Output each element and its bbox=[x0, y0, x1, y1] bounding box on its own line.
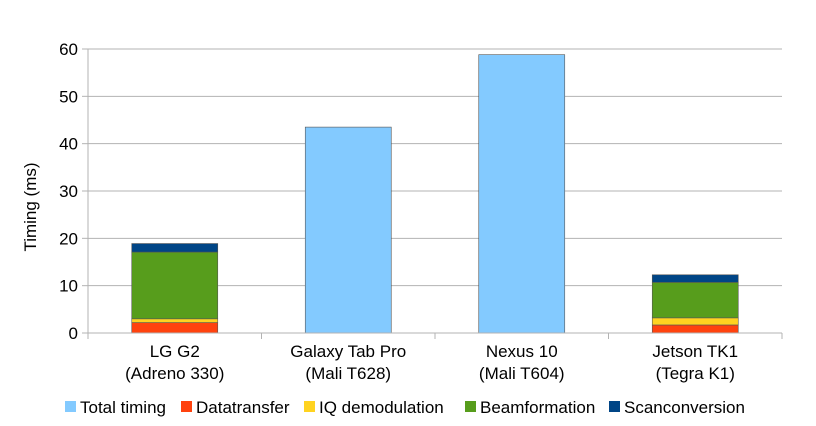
y-tick-label: 60 bbox=[59, 40, 78, 59]
x-category-label: (Tegra K1) bbox=[656, 364, 735, 383]
bar-segment-beamformation bbox=[651, 282, 739, 319]
x-category-label: Nexus 10 bbox=[486, 342, 558, 361]
x-category-label: (Mali T628) bbox=[305, 364, 391, 383]
bar-segment-scanconversion bbox=[651, 274, 739, 283]
bar-segment-iq-demodulation bbox=[131, 318, 219, 323]
bar-segment-datatransfer bbox=[651, 324, 739, 334]
legend-label: Datatransfer bbox=[196, 398, 290, 417]
x-category-label: Jetson TK1 bbox=[652, 342, 738, 361]
x-category-label: (Mali T604) bbox=[479, 364, 565, 383]
bar-segment-scanconversion bbox=[131, 243, 219, 253]
bars bbox=[131, 54, 739, 334]
y-tick-label: 20 bbox=[59, 229, 78, 248]
legend-label: IQ demodulation bbox=[319, 398, 444, 417]
y-tick-label: 10 bbox=[59, 277, 78, 296]
axes bbox=[87, 49, 783, 339]
x-category-label: (Adreno 330) bbox=[125, 364, 224, 383]
legend-label: Scanconversion bbox=[624, 398, 745, 417]
legend-swatch bbox=[65, 401, 76, 412]
legend-swatch bbox=[609, 401, 620, 412]
y-tick-label: 30 bbox=[59, 182, 78, 201]
legend-swatch bbox=[304, 401, 315, 412]
bar-segment-total-timing bbox=[304, 126, 392, 334]
y-tick-label: 40 bbox=[59, 135, 78, 154]
y-tick-label: 0 bbox=[69, 324, 78, 343]
x-category-labels: LG G2 (Adreno 330) Galaxy Tab Pro (Mali T62… bbox=[125, 342, 738, 383]
x-category-label: Galaxy Tab Pro bbox=[290, 342, 406, 361]
y-tick-label: 50 bbox=[59, 87, 78, 106]
bar-segment-datatransfer bbox=[131, 322, 219, 334]
y-axis-title: Timing (ms) bbox=[21, 162, 40, 251]
legend-label: Total timing bbox=[80, 398, 166, 417]
legend-label: Beamformation bbox=[480, 398, 595, 417]
bar-segment-beamformation bbox=[131, 251, 219, 320]
legend: Total timing Datatransfer IQ demodulation B… bbox=[65, 398, 745, 417]
bar-segment-iq-demodulation bbox=[651, 317, 739, 326]
legend-swatch bbox=[181, 401, 192, 412]
bar-segment-total-timing bbox=[478, 54, 566, 334]
y-tick-labels: 0 10 20 30 40 50 60 bbox=[59, 40, 78, 343]
x-category-label: LG G2 bbox=[150, 342, 200, 361]
legend-swatch bbox=[465, 401, 476, 412]
